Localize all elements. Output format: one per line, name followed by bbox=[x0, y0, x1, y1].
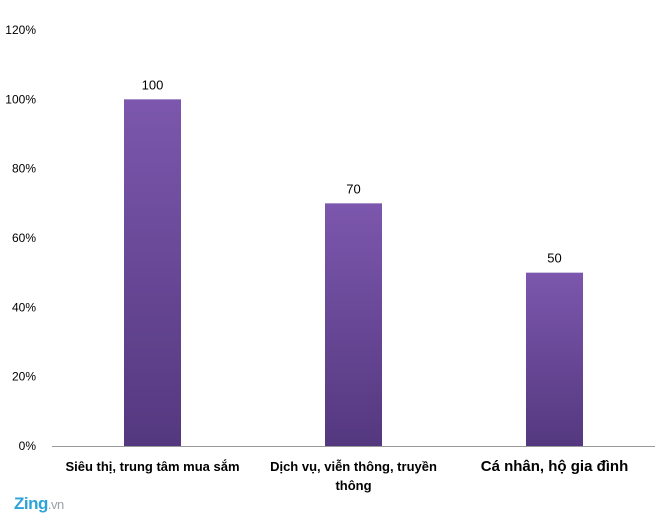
y-axis: 0% 20% 40% 60% 80% 100% 120% bbox=[5, 23, 36, 453]
logo-suffix: .vn bbox=[47, 497, 64, 512]
y-tick-label: 80% bbox=[12, 162, 36, 176]
logo-brand: Zing bbox=[14, 494, 48, 513]
y-tick-label: 120% bbox=[5, 23, 36, 37]
y-tick-label: 20% bbox=[12, 370, 36, 384]
bar bbox=[526, 272, 583, 446]
zing-logo: Zing.vn bbox=[14, 494, 64, 514]
bar bbox=[124, 99, 181, 446]
x-axis-labels: Siêu thị, trung tâm mua sắm Dịch vụ, viễn… bbox=[65, 458, 628, 493]
bar bbox=[325, 203, 382, 446]
x-category-label: Dịch vụ, viễn thông, truyền bbox=[270, 459, 437, 474]
y-tick-label: 60% bbox=[12, 231, 36, 245]
data-label: 70 bbox=[346, 181, 360, 196]
x-category-label: Siêu thị, trung tâm mua sắm bbox=[65, 459, 239, 474]
data-label: 50 bbox=[547, 251, 561, 266]
data-label: 100 bbox=[142, 77, 164, 92]
y-tick-label: 40% bbox=[12, 300, 36, 314]
x-category-label: Cá nhân, hộ gia đình bbox=[481, 458, 629, 475]
data-labels: 100 70 50 bbox=[142, 77, 562, 265]
x-category-label: thông bbox=[335, 478, 371, 493]
bars bbox=[124, 99, 583, 446]
y-tick-label: 0% bbox=[19, 439, 37, 453]
y-tick-label: 100% bbox=[5, 92, 36, 106]
